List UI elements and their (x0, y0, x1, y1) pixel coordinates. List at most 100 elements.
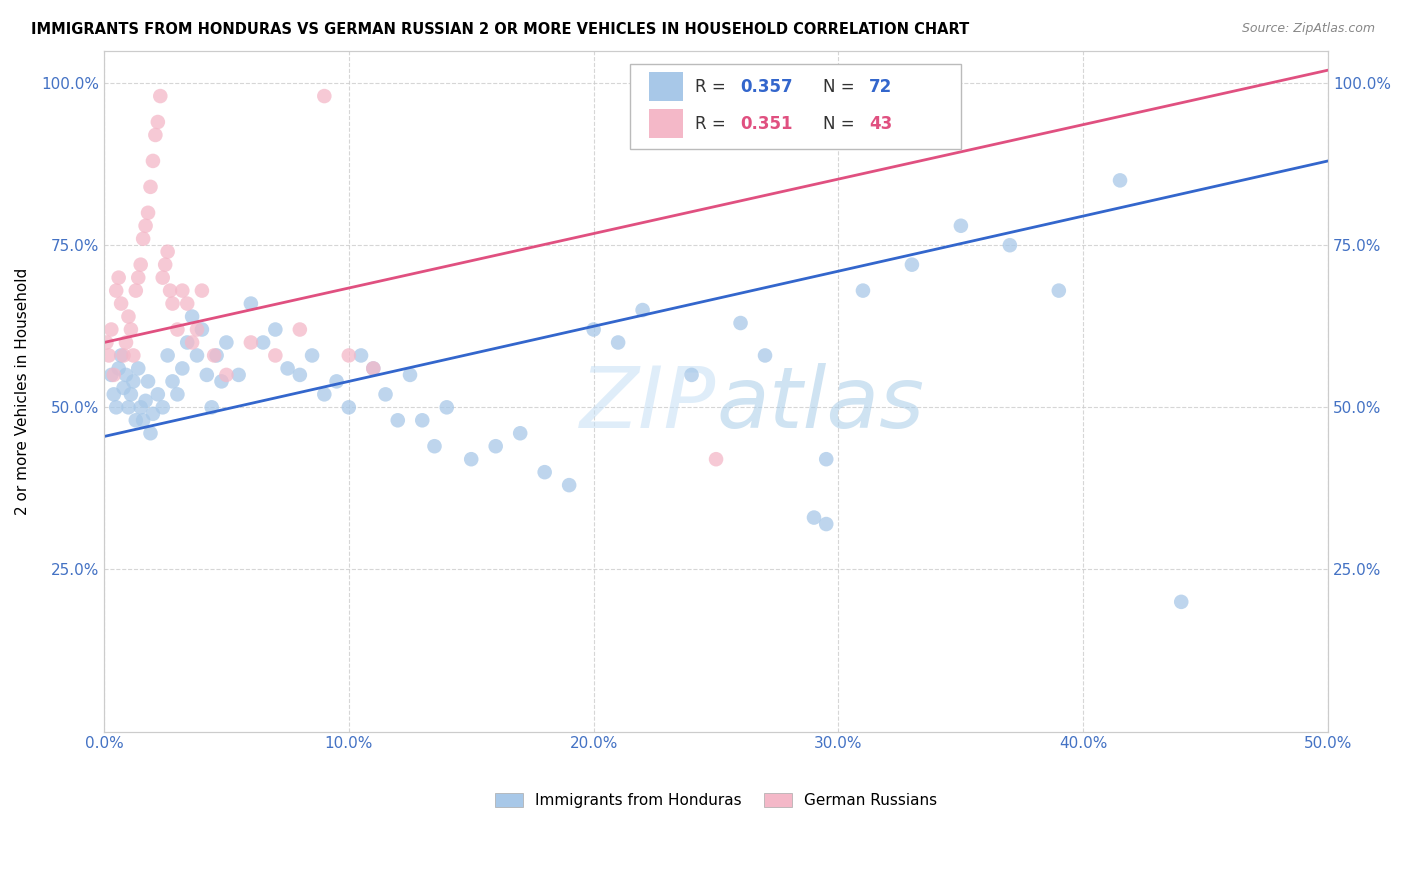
Point (146, 387, 169, 401)
Point (1047, 284, 1070, 298)
Point (631, 303, 654, 318)
Point (115, 335, 138, 350)
Point (436, 401, 458, 415)
Text: ZIP: ZIP (579, 363, 716, 446)
Point (215, 368, 238, 382)
Point (152, 270, 174, 285)
Point (112, 381, 135, 395)
Point (176, 296, 198, 310)
Point (120, 322, 142, 336)
Text: R =: R = (695, 114, 731, 133)
FancyBboxPatch shape (648, 109, 683, 138)
Point (103, 387, 125, 401)
Point (176, 335, 198, 350)
Point (704, 452, 727, 467)
Text: 72: 72 (869, 78, 893, 95)
Legend: Immigrants from Honduras, German Russians: Immigrants from Honduras, German Russian… (489, 787, 943, 814)
Point (202, 348, 225, 362)
Text: Source: ZipAtlas.com: Source: ZipAtlas.com (1241, 22, 1375, 36)
Point (277, 361, 299, 376)
Point (239, 335, 262, 350)
Point (411, 413, 433, 427)
Point (172, 284, 194, 298)
Point (399, 368, 422, 382)
Point (361, 361, 384, 376)
Point (135, 393, 157, 408)
Point (166, 387, 188, 401)
Point (153, 258, 176, 272)
FancyBboxPatch shape (648, 72, 683, 101)
Point (228, 368, 250, 382)
Point (949, 219, 972, 233)
Point (132, 413, 155, 427)
Text: N =: N = (823, 78, 859, 95)
Point (191, 284, 214, 298)
Point (361, 361, 384, 376)
Point (115, 368, 138, 382)
Point (142, 407, 165, 421)
Point (107, 270, 129, 285)
Point (100, 368, 122, 382)
Text: R =: R = (695, 78, 731, 95)
Text: N =: N = (823, 114, 859, 133)
Point (582, 322, 605, 336)
Point (815, 516, 838, 531)
Point (136, 375, 159, 389)
Point (264, 322, 287, 336)
Point (1109, 173, 1132, 187)
Point (485, 439, 508, 453)
Point (152, 401, 174, 415)
Point (191, 322, 214, 336)
Point (815, 452, 838, 467)
Point (135, 219, 157, 233)
Point (350, 348, 373, 362)
Point (252, 335, 274, 350)
Point (107, 361, 129, 376)
Point (105, 401, 128, 415)
Point (205, 348, 228, 362)
Point (901, 258, 924, 272)
Point (387, 413, 409, 427)
Point (125, 413, 148, 427)
Point (186, 348, 208, 362)
Point (215, 335, 238, 350)
Point (337, 401, 360, 415)
Text: atlas: atlas (716, 363, 924, 446)
Point (139, 179, 162, 194)
Point (681, 368, 703, 382)
Text: 0.357: 0.357 (741, 78, 793, 95)
Point (998, 238, 1021, 252)
Point (211, 375, 233, 389)
Point (730, 316, 752, 330)
FancyBboxPatch shape (630, 64, 960, 149)
Point (120, 387, 142, 401)
Point (149, 89, 172, 103)
Point (97, 348, 120, 362)
Point (195, 368, 218, 382)
Point (142, 153, 165, 168)
Point (239, 296, 262, 310)
Point (96, 335, 118, 350)
Point (146, 115, 169, 129)
Point (139, 426, 162, 441)
Point (172, 361, 194, 376)
Point (1170, 595, 1192, 609)
Point (558, 478, 581, 492)
Point (110, 348, 132, 362)
Point (288, 368, 311, 382)
Point (127, 361, 149, 376)
Point (156, 244, 179, 259)
Point (374, 387, 396, 401)
Point (264, 348, 287, 362)
Point (112, 348, 135, 362)
Point (136, 206, 159, 220)
Point (337, 348, 360, 362)
Point (852, 284, 875, 298)
Point (325, 375, 347, 389)
Point (166, 322, 188, 336)
Point (301, 348, 323, 362)
Point (201, 401, 224, 415)
Point (181, 310, 204, 324)
Point (122, 348, 145, 362)
Y-axis label: 2 or more Vehicles in Household: 2 or more Vehicles in Household (15, 268, 30, 515)
